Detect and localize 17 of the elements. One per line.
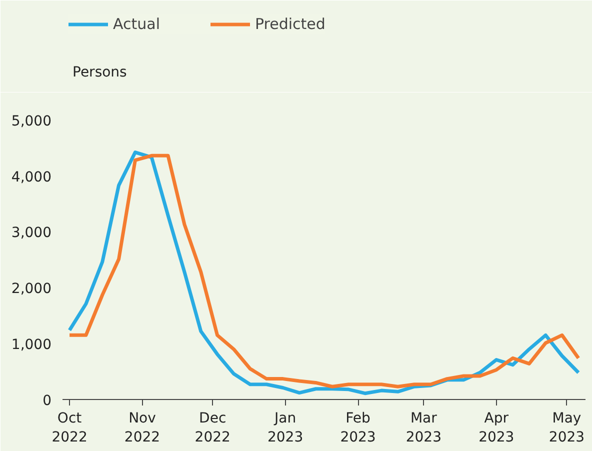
x-tick-label: Mar 2023: [406, 410, 442, 446]
x-tick-label: Oct 2022: [52, 410, 88, 446]
x-tick-label: Dec 2022: [194, 410, 230, 446]
y-tick-label: 4,000: [11, 169, 52, 186]
x-tick-label: Nov 2022: [124, 410, 160, 446]
x-tick-label: Feb 2023: [340, 410, 376, 446]
legend-label: Actual: [113, 15, 160, 33]
y-tick-label: 2,000: [11, 281, 52, 298]
y-axis-title: Persons: [72, 64, 127, 80]
y-tick-label: 0: [42, 393, 52, 409]
y-tick-label: 5,000: [11, 113, 52, 130]
x-tick-label: Jan 2023: [267, 410, 304, 446]
x-tick-label: May 2023: [548, 410, 585, 446]
x-tick-label: Apr 2023: [478, 410, 514, 446]
legend-label: Predicted: [255, 15, 326, 33]
y-tick-label: 1,000: [11, 337, 52, 354]
y-tick-label: 3,000: [11, 225, 52, 242]
